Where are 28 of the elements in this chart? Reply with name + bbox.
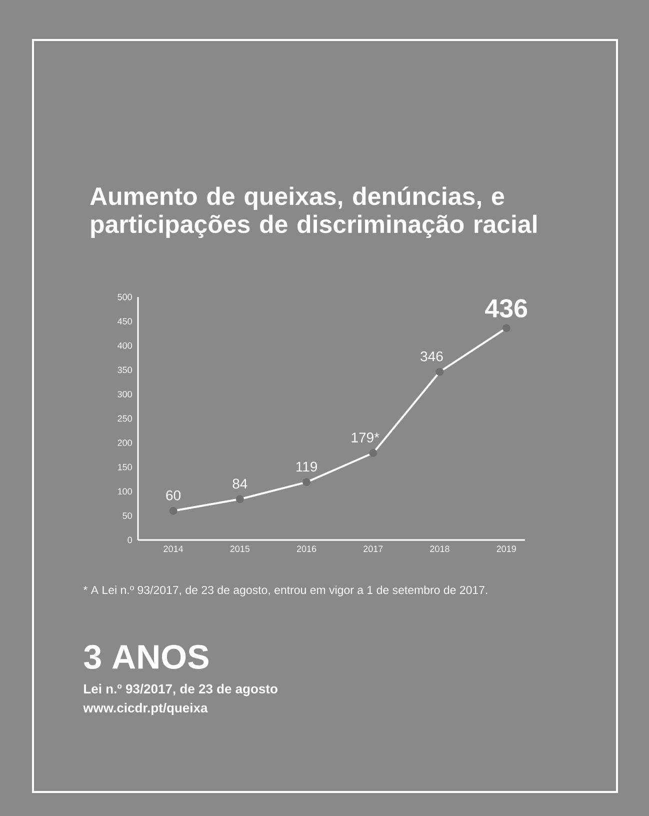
- y-tick-label: 150: [118, 464, 132, 470]
- y-tick-label: 350: [118, 366, 132, 374]
- text: Lei n.º 93/2017, de 23 de agosto: [84, 684, 278, 696]
- x-tick-label: 2016: [296, 546, 316, 552]
- x-tick-label: 2018: [430, 546, 450, 552]
- text: www.cicdr.pt/queixa: [83, 702, 208, 716]
- y-tick-label: 300: [118, 391, 132, 398]
- text: * A Lei n.º 93/2017, de 23 de agosto, entrou em vigor a 1 de setembro de 2017.: [83, 586, 488, 596]
- y-tick-label: 450: [118, 318, 132, 324]
- y-tick-label: 250: [118, 415, 132, 422]
- y-tick-label: 0: [128, 536, 132, 544]
- data-label: 179*: [352, 432, 380, 442]
- data-label: 436: [485, 299, 528, 318]
- data-label: 60: [166, 490, 181, 500]
- y-tick-label: 200: [118, 440, 132, 446]
- chart-title: Aumento de queixas, denúncias, e participações de discriminação racial: [90, 186, 537, 238]
- data-label: 346: [420, 351, 443, 362]
- x-tick-label: 2015: [230, 546, 250, 552]
- y-tick-label: 100: [118, 488, 132, 495]
- x-tick-label: 2017: [364, 546, 383, 552]
- y-tick-label: 50: [122, 512, 132, 519]
- text: 3 ANOS: [84, 644, 208, 670]
- data-label: 119: [296, 462, 318, 472]
- x-tick-label: 2019: [496, 546, 516, 552]
- x-tick-label: 2014: [164, 546, 184, 552]
- y-tick-label: 400: [118, 342, 132, 349]
- data-label: 84: [232, 478, 248, 489]
- y-tick-label: 500: [118, 294, 132, 300]
